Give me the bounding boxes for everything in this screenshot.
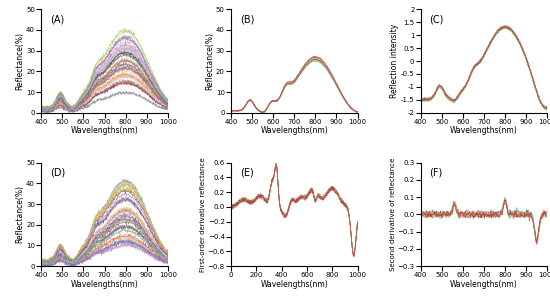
Text: (B): (B) [240, 14, 254, 24]
Y-axis label: Second derivative of reflectance: Second derivative of reflectance [390, 158, 396, 271]
Text: (F): (F) [430, 168, 443, 178]
X-axis label: Wavelengths(nm): Wavelengths(nm) [450, 280, 518, 289]
Text: (A): (A) [50, 14, 64, 24]
Y-axis label: Reflectance(%): Reflectance(%) [15, 32, 25, 90]
X-axis label: Wavelengths(nm): Wavelengths(nm) [260, 280, 328, 289]
X-axis label: Wavelengths(nm): Wavelengths(nm) [70, 280, 139, 289]
Text: (C): (C) [430, 14, 444, 24]
X-axis label: Wavelengths(nm): Wavelengths(nm) [70, 126, 139, 136]
Y-axis label: First-order derivative reflectance: First-order derivative reflectance [200, 157, 206, 272]
Y-axis label: Reflectance(%): Reflectance(%) [205, 32, 214, 90]
Y-axis label: Reflection intensity: Reflection intensity [390, 24, 399, 98]
X-axis label: Wavelengths(nm): Wavelengths(nm) [450, 126, 518, 136]
Text: (E): (E) [240, 168, 254, 178]
X-axis label: Wavelengths(nm): Wavelengths(nm) [260, 126, 328, 136]
Y-axis label: Reflectance(%): Reflectance(%) [15, 185, 25, 243]
Text: (D): (D) [50, 168, 65, 178]
